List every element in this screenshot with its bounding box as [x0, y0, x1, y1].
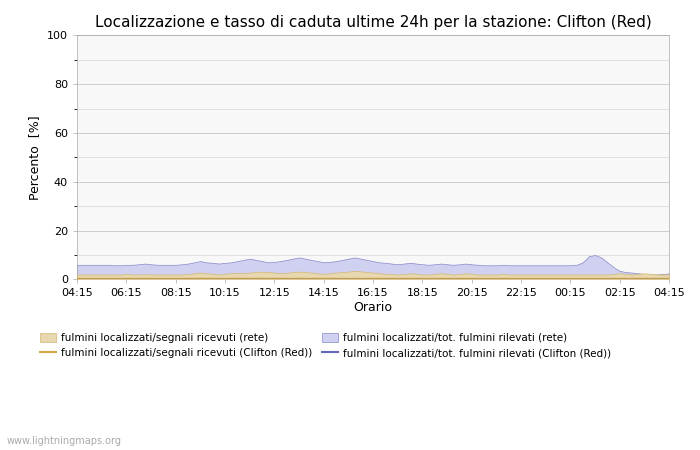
Y-axis label: Percento  [%]: Percento [%]: [29, 115, 41, 200]
Legend: fulmini localizzati/segnali ricevuti (rete), fulmini localizzati/segnali ricevut: fulmini localizzati/segnali ricevuti (re…: [36, 328, 615, 363]
Text: www.lightningmaps.org: www.lightningmaps.org: [7, 436, 122, 446]
X-axis label: Orario: Orario: [354, 301, 393, 314]
Title: Localizzazione e tasso di caduta ultime 24h per la stazione: Clifton (Red): Localizzazione e tasso di caduta ultime …: [94, 15, 652, 30]
